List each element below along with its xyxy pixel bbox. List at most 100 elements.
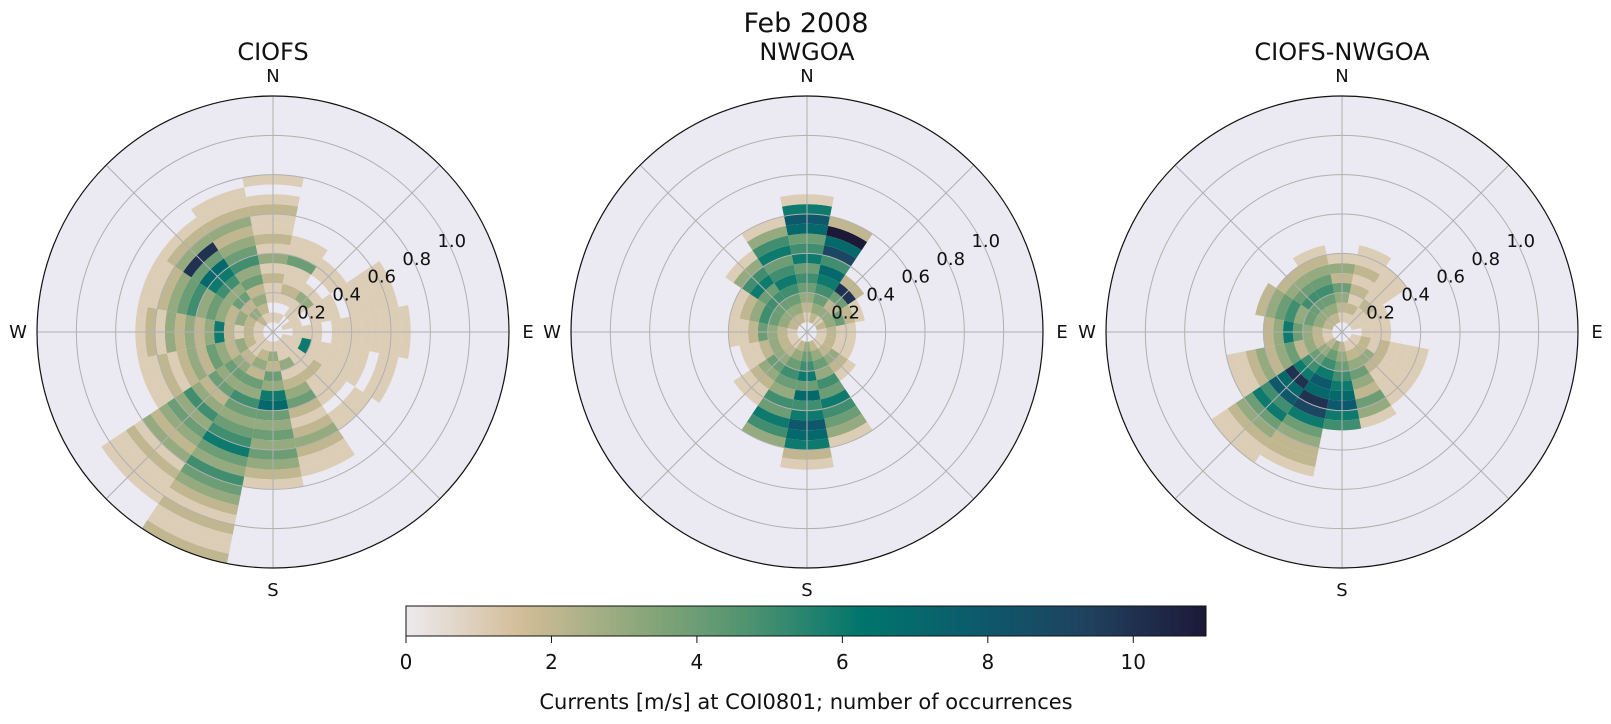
histogram-bin bbox=[749, 341, 767, 365]
histogram-bin bbox=[1345, 303, 1359, 316]
histogram-bin bbox=[147, 260, 175, 309]
histogram-bin bbox=[1309, 372, 1333, 390]
grid-spoke bbox=[105, 331, 274, 500]
histogram-bin bbox=[1313, 335, 1326, 349]
histogram-bin bbox=[815, 321, 827, 331]
histogram-bin bbox=[1264, 345, 1285, 376]
histogram-bin bbox=[185, 454, 245, 487]
radial-tick-label: 0.6 bbox=[901, 267, 930, 288]
histogram-bin bbox=[746, 225, 788, 251]
histogram-bin bbox=[752, 405, 790, 429]
grid-spoke bbox=[1341, 331, 1510, 500]
histogram-bin bbox=[234, 337, 249, 354]
histogram-bin bbox=[240, 372, 264, 390]
histogram-bin bbox=[292, 413, 334, 439]
histogram-bin bbox=[768, 381, 796, 400]
histogram-bin bbox=[1293, 304, 1310, 325]
histogram-bin bbox=[256, 348, 270, 361]
colorbar-label: Currents [m/s] at COI0801; number of occ… bbox=[539, 690, 1072, 714]
histogram-bin bbox=[1298, 389, 1329, 410]
label-east: E bbox=[522, 322, 533, 343]
histogram-bin bbox=[286, 389, 317, 410]
colorbar-tick-label: 10 bbox=[1121, 650, 1146, 674]
histogram-bin bbox=[290, 235, 328, 259]
histogram-bin bbox=[1274, 343, 1293, 371]
histogram-bin bbox=[280, 364, 301, 381]
histogram-bin bbox=[823, 335, 836, 349]
histogram-bin bbox=[362, 266, 389, 311]
histogram-bin bbox=[1298, 254, 1329, 275]
histogram-bin bbox=[234, 381, 262, 400]
histogram-bin bbox=[251, 356, 268, 371]
histogram-bin bbox=[790, 348, 804, 361]
histogram-bin bbox=[201, 430, 250, 458]
histogram-bin bbox=[729, 288, 750, 319]
histogram-bin bbox=[1355, 254, 1386, 275]
histogram-bin bbox=[816, 372, 840, 390]
histogram-bin bbox=[785, 356, 802, 371]
histogram-bin bbox=[1281, 413, 1323, 439]
grid-layer bbox=[1106, 96, 1578, 568]
histogram-bin bbox=[205, 293, 224, 321]
histogram-bin bbox=[768, 264, 796, 283]
histogram-bin bbox=[823, 315, 836, 329]
histogram-bin bbox=[141, 520, 229, 564]
histogram-bin bbox=[281, 321, 293, 331]
histogram-bin bbox=[276, 348, 290, 361]
radial-tick-label: 0.4 bbox=[332, 284, 361, 305]
histogram-bin bbox=[305, 304, 322, 325]
histogram-bin bbox=[1353, 264, 1381, 283]
histogram-bin bbox=[186, 347, 208, 382]
histogram-bin bbox=[839, 304, 856, 325]
histogram-bin bbox=[1343, 340, 1353, 352]
histogram-bin bbox=[1287, 405, 1325, 429]
histogram-bin bbox=[218, 405, 256, 429]
histogram-bin bbox=[157, 353, 184, 398]
histogram-bin bbox=[826, 225, 868, 251]
histogram-bin bbox=[1349, 364, 1370, 381]
radial-tick-label: 0.8 bbox=[936, 249, 965, 270]
radial-tick-label: 0.8 bbox=[1471, 249, 1500, 270]
histogram-bin bbox=[1274, 293, 1293, 321]
radial-tick-label: 0.6 bbox=[1436, 267, 1465, 288]
histogram-bin bbox=[224, 304, 241, 325]
histogram-bin bbox=[176, 277, 200, 315]
histogram-bin bbox=[1260, 446, 1316, 477]
histogram-bin bbox=[796, 312, 806, 324]
label-south: S bbox=[1336, 580, 1347, 601]
histogram-bin bbox=[831, 337, 846, 354]
histogram-bin bbox=[371, 355, 399, 404]
histogram-bin bbox=[1322, 333, 1334, 343]
histogram-bin bbox=[1284, 341, 1302, 365]
histogram-bin bbox=[1374, 339, 1391, 360]
histogram-bin bbox=[322, 293, 341, 321]
histogram-bin bbox=[778, 315, 791, 329]
histogram-bin bbox=[288, 245, 323, 267]
histogram-bin bbox=[201, 206, 250, 234]
histogram-bin bbox=[207, 216, 252, 243]
label-north: N bbox=[800, 66, 813, 87]
histogram-bin bbox=[176, 349, 200, 387]
label-west: W bbox=[9, 322, 27, 343]
histogram-bin bbox=[1331, 312, 1341, 324]
histogram-bin bbox=[234, 264, 262, 283]
histogram-bin bbox=[847, 299, 865, 323]
histogram-bin bbox=[1255, 347, 1277, 382]
histogram-bin bbox=[1314, 283, 1335, 300]
histogram-bin bbox=[229, 389, 260, 410]
histogram-bin bbox=[137, 356, 167, 409]
label-east: E bbox=[1056, 322, 1067, 343]
histogram-bin bbox=[1353, 381, 1381, 400]
radial-tick-labels: 0.2 0.4 0.6 0.8 1.0 bbox=[1366, 231, 1535, 323]
histogram-bin bbox=[313, 299, 331, 323]
histogram-bin bbox=[820, 389, 851, 410]
histogram-bin bbox=[818, 264, 846, 283]
histogram-bin bbox=[191, 187, 247, 218]
histogram-bin bbox=[152, 503, 233, 545]
histogram-bin bbox=[166, 271, 192, 313]
histogram-bin bbox=[785, 293, 802, 308]
histogram-bin bbox=[212, 225, 254, 251]
histogram-bin bbox=[251, 293, 268, 308]
histogram-bin bbox=[816, 274, 840, 292]
histogram-bin bbox=[1343, 312, 1353, 324]
